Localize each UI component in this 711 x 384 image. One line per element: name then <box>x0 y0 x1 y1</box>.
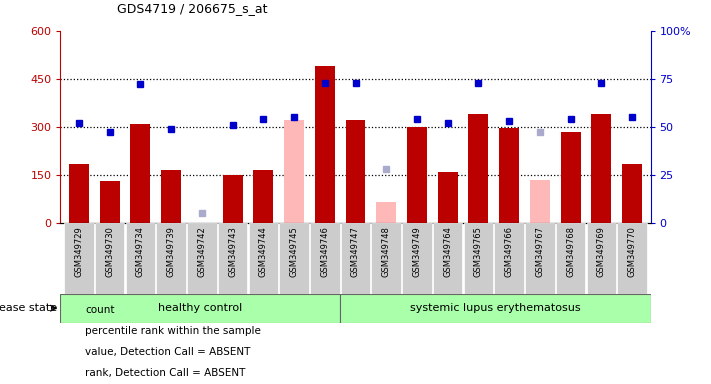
Bar <box>100 181 119 223</box>
FancyBboxPatch shape <box>156 223 186 294</box>
FancyBboxPatch shape <box>249 223 278 294</box>
Text: GDS4719 / 206675_s_at: GDS4719 / 206675_s_at <box>117 2 268 15</box>
FancyBboxPatch shape <box>341 223 370 294</box>
Text: GSM349743: GSM349743 <box>228 226 237 277</box>
Bar <box>223 175 242 223</box>
Text: GSM349766: GSM349766 <box>505 226 513 277</box>
FancyBboxPatch shape <box>310 223 340 294</box>
Text: GSM349745: GSM349745 <box>289 226 299 277</box>
Bar <box>340 294 651 323</box>
Bar <box>60 294 340 323</box>
Bar <box>284 120 304 223</box>
Bar <box>376 202 396 223</box>
Text: GSM349769: GSM349769 <box>597 226 606 277</box>
FancyBboxPatch shape <box>587 223 616 294</box>
Text: GSM349742: GSM349742 <box>198 226 206 277</box>
FancyBboxPatch shape <box>64 223 94 294</box>
Bar <box>253 170 273 223</box>
Bar <box>130 124 150 223</box>
Text: value, Detection Call = ABSENT: value, Detection Call = ABSENT <box>85 347 251 357</box>
FancyBboxPatch shape <box>126 223 155 294</box>
Text: GSM349744: GSM349744 <box>259 226 268 277</box>
Bar <box>592 114 611 223</box>
Text: healthy control: healthy control <box>158 303 242 313</box>
Text: disease state: disease state <box>0 303 57 313</box>
Text: rank, Detection Call = ABSENT: rank, Detection Call = ABSENT <box>85 368 246 378</box>
FancyBboxPatch shape <box>617 223 647 294</box>
Text: GSM349749: GSM349749 <box>412 226 422 277</box>
FancyBboxPatch shape <box>556 223 585 294</box>
Text: GSM349729: GSM349729 <box>75 226 83 277</box>
Text: GSM349746: GSM349746 <box>320 226 329 277</box>
FancyBboxPatch shape <box>464 223 493 294</box>
FancyBboxPatch shape <box>218 223 247 294</box>
Text: GSM349739: GSM349739 <box>166 226 176 277</box>
Bar <box>346 120 365 223</box>
FancyBboxPatch shape <box>371 223 401 294</box>
Text: GSM349770: GSM349770 <box>628 226 636 277</box>
Text: GSM349748: GSM349748 <box>382 226 391 277</box>
Bar <box>499 128 519 223</box>
Bar <box>69 164 89 223</box>
Text: count: count <box>85 305 114 315</box>
FancyBboxPatch shape <box>402 223 432 294</box>
FancyBboxPatch shape <box>187 223 217 294</box>
Text: percentile rank within the sample: percentile rank within the sample <box>85 326 261 336</box>
Bar <box>622 164 642 223</box>
Text: GSM349768: GSM349768 <box>566 226 575 277</box>
FancyBboxPatch shape <box>525 223 555 294</box>
Bar <box>407 127 427 223</box>
Bar <box>530 180 550 223</box>
Text: GSM349730: GSM349730 <box>105 226 114 277</box>
Text: systemic lupus erythematosus: systemic lupus erythematosus <box>410 303 581 313</box>
Text: GSM349734: GSM349734 <box>136 226 145 277</box>
Bar <box>469 114 488 223</box>
FancyBboxPatch shape <box>433 223 462 294</box>
Bar <box>315 66 335 223</box>
FancyBboxPatch shape <box>494 223 524 294</box>
Text: GSM349747: GSM349747 <box>351 226 360 277</box>
Text: GSM349765: GSM349765 <box>474 226 483 277</box>
FancyBboxPatch shape <box>95 223 124 294</box>
FancyBboxPatch shape <box>279 223 309 294</box>
Text: GSM349767: GSM349767 <box>535 226 545 277</box>
Text: GSM349764: GSM349764 <box>443 226 452 277</box>
Bar <box>438 172 458 223</box>
Bar <box>161 170 181 223</box>
Bar <box>561 131 581 223</box>
